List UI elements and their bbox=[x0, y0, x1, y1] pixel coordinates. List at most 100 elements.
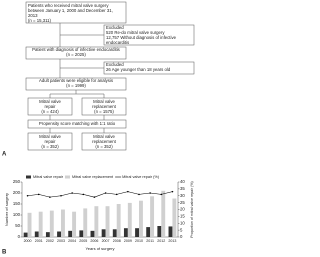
x-tick-label: 2012 bbox=[157, 239, 165, 243]
box-text: Excluded bbox=[106, 62, 124, 67]
bar bbox=[23, 232, 28, 237]
box-text: (n = 15,311) bbox=[28, 18, 52, 23]
legend-label: Mitral valve replacement bbox=[72, 175, 114, 179]
bar bbox=[105, 206, 110, 237]
figure: A Patients who received mitral valve sur… bbox=[2, 1, 195, 256]
panel-label: B bbox=[2, 250, 7, 256]
legend-label: Mitral valve repair bbox=[33, 175, 64, 179]
bar bbox=[90, 230, 95, 237]
x-tick-label: 2009 bbox=[124, 239, 132, 243]
bar bbox=[34, 231, 39, 237]
bar bbox=[61, 209, 65, 237]
point bbox=[171, 190, 174, 193]
y2-tick-label: 30 bbox=[180, 193, 185, 198]
bar bbox=[68, 230, 73, 237]
box-text: (n = 2025) bbox=[66, 52, 86, 57]
bar bbox=[27, 212, 32, 237]
box-text: replacement bbox=[92, 104, 116, 109]
box-text: repair bbox=[45, 104, 57, 109]
y2-tick-label: 40 bbox=[180, 179, 185, 184]
legend-swatch bbox=[26, 175, 31, 179]
box bbox=[25, 46, 127, 60]
bar bbox=[161, 190, 166, 237]
panel-label: A bbox=[2, 152, 7, 158]
x-tick-label: 2013 bbox=[168, 239, 176, 243]
box-text: Excluded bbox=[106, 25, 124, 30]
point bbox=[60, 194, 62, 197]
bar bbox=[57, 231, 61, 237]
y2-axis-title: Proportion of mitral valve repair (%) bbox=[190, 181, 194, 238]
y-axis-title: Number of surgery bbox=[4, 193, 9, 226]
box-text: Mitral valve bbox=[39, 99, 61, 104]
x-tick-label: 2007 bbox=[102, 239, 110, 243]
point bbox=[127, 190, 129, 193]
point bbox=[49, 196, 51, 198]
x-tick-label: 2008 bbox=[113, 239, 121, 243]
box-text: 12,757 Without diagnosis of infective bbox=[106, 35, 177, 40]
box-text: 26 Age younger than 18 years old bbox=[106, 67, 171, 72]
box-text: (n = 1999) bbox=[66, 83, 86, 88]
bar bbox=[45, 232, 50, 237]
bar bbox=[79, 230, 84, 237]
legend-swatch bbox=[64, 175, 70, 179]
x-axis-title: Years of surgery bbox=[86, 246, 115, 251]
y-tick-label: 0 bbox=[18, 234, 21, 239]
bar bbox=[172, 198, 177, 237]
y2-tick-label: 5 bbox=[180, 227, 183, 232]
point bbox=[26, 194, 29, 197]
y2-tick-label: 0 bbox=[180, 234, 183, 239]
box-text: Adult patients were eligible for analysi… bbox=[39, 78, 113, 83]
bar bbox=[38, 211, 43, 237]
point bbox=[71, 192, 73, 194]
line bbox=[27, 191, 173, 198]
box bbox=[25, 1, 127, 24]
y-tick-label: 100 bbox=[13, 212, 21, 217]
legend-label: Mitral valve repair (%) bbox=[122, 175, 160, 179]
y2-tick-label: 15 bbox=[180, 214, 185, 219]
x-tick-label: 2005 bbox=[79, 239, 87, 243]
x-tick-label: 2006 bbox=[90, 239, 98, 243]
box bbox=[27, 119, 127, 129]
box-text: Patient with diagnosis of infective endo… bbox=[32, 47, 120, 52]
box-text: Mitral valve bbox=[39, 134, 61, 139]
point bbox=[82, 193, 85, 196]
y2-tick-label: 10 bbox=[180, 220, 185, 225]
bar bbox=[139, 200, 143, 237]
box-text: (n = 424) bbox=[41, 109, 59, 114]
point bbox=[138, 193, 140, 196]
bar bbox=[150, 196, 155, 237]
x-tick-label: 2001 bbox=[35, 239, 43, 243]
box-text: replacement bbox=[92, 139, 116, 144]
point bbox=[104, 192, 107, 194]
flowchart: A Patients who received mitral valve sur… bbox=[2, 1, 195, 158]
box-text: repair bbox=[45, 139, 57, 144]
bar bbox=[83, 208, 88, 237]
point bbox=[160, 193, 163, 196]
bar bbox=[112, 229, 117, 237]
box-text: (n = 352) bbox=[41, 144, 59, 149]
box-text: 520 Re-do mitral valve surgery bbox=[106, 30, 165, 35]
box-text: 2013 bbox=[28, 13, 38, 18]
box-text: (n = 352) bbox=[95, 144, 113, 149]
box-text: Patients who received mitral valve surge… bbox=[28, 3, 109, 8]
point bbox=[115, 193, 118, 196]
bar bbox=[94, 206, 99, 237]
x-tick-label: 2010 bbox=[135, 239, 143, 243]
y2-tick-label: 25 bbox=[180, 200, 185, 205]
point bbox=[37, 193, 40, 196]
bar bbox=[157, 226, 162, 237]
box-text: Propensity score matching with 1:1 ratio bbox=[39, 121, 116, 126]
point bbox=[93, 196, 96, 198]
box-text: between January 1, 2000 and December 31, bbox=[28, 8, 113, 13]
box-text: endocarditis bbox=[106, 40, 129, 45]
y-tick-label: 200 bbox=[13, 190, 21, 195]
x-tick-label: 2002 bbox=[46, 239, 54, 243]
y-tick-label: 250 bbox=[13, 179, 21, 184]
y2-tick-label: 35 bbox=[180, 186, 185, 191]
point bbox=[149, 192, 151, 194]
x-tick-label: 2011 bbox=[146, 239, 154, 243]
bar bbox=[123, 228, 128, 237]
y-tick-label: 50 bbox=[15, 223, 20, 228]
y-tick-label: 150 bbox=[13, 201, 21, 206]
box-text: Mitral valve bbox=[93, 99, 115, 104]
